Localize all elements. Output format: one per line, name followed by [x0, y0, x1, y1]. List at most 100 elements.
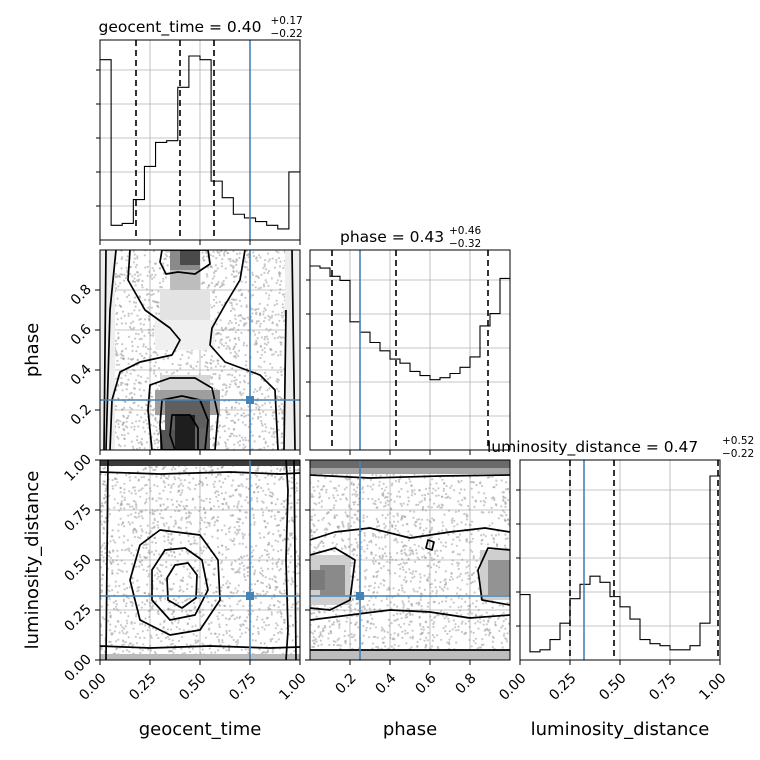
sample-point	[492, 541, 496, 544]
sample-point	[374, 635, 377, 638]
sample-point	[229, 605, 232, 608]
sample-point	[289, 506, 292, 510]
sample-point	[172, 371, 175, 374]
sample-point	[374, 560, 377, 563]
sample-point	[174, 619, 177, 622]
sample-point	[233, 299, 236, 302]
sample-point	[256, 469, 259, 472]
sample-point	[216, 635, 219, 639]
sample-point	[159, 623, 162, 626]
sample-point	[278, 319, 281, 322]
sample-point	[139, 651, 142, 655]
sample-point	[279, 519, 282, 522]
sample-point	[397, 520, 400, 523]
sample-point	[218, 300, 221, 303]
sample-point	[188, 511, 191, 515]
sample-point	[179, 527, 182, 530]
sample-point	[431, 590, 434, 593]
sample-point	[171, 587, 174, 591]
sample-point	[414, 520, 417, 524]
sample-point	[134, 280, 137, 283]
sample-point	[264, 308, 267, 312]
sample-point	[317, 545, 320, 548]
sample-point	[270, 611, 273, 614]
sample-point	[461, 558, 464, 561]
sample-point	[345, 497, 348, 500]
sample-point	[206, 368, 209, 371]
sample-point	[252, 255, 255, 258]
sample-point	[261, 514, 264, 517]
sample-point	[133, 515, 137, 519]
sample-point	[256, 337, 259, 340]
sample-point	[334, 533, 337, 536]
sample-point	[392, 587, 395, 590]
hist-step-luminosity_distance	[520, 475, 720, 653]
sample-point	[421, 494, 424, 497]
sample-point	[128, 642, 131, 646]
sample-point	[221, 568, 224, 571]
sample-point	[404, 614, 408, 617]
sample-point	[264, 440, 267, 443]
sample-point	[166, 635, 169, 639]
sample-point	[243, 555, 246, 558]
sample-point	[113, 630, 116, 633]
sample-point	[419, 622, 422, 625]
sample-point	[153, 439, 156, 442]
sample-point	[468, 610, 472, 614]
sample-point	[211, 291, 214, 294]
sample-point	[148, 511, 152, 514]
sample-point	[244, 414, 248, 417]
sample-point	[290, 502, 293, 505]
sample-point	[253, 523, 256, 526]
sample-point	[415, 549, 418, 552]
sample-point	[237, 328, 240, 331]
sample-point	[273, 304, 276, 307]
sample-point	[189, 650, 192, 653]
sample-point	[206, 596, 209, 599]
sample-point	[313, 546, 316, 549]
sample-point	[277, 354, 280, 357]
sample-point	[244, 445, 247, 448]
sample-point	[136, 358, 139, 361]
sample-point	[179, 541, 182, 544]
contour-line	[105, 250, 117, 450]
sample-point	[441, 529, 444, 532]
sample-point	[482, 623, 485, 626]
sample-point	[484, 633, 487, 636]
sample-point	[111, 559, 114, 562]
sample-point	[432, 622, 435, 626]
sample-point	[453, 489, 456, 492]
density-cell	[100, 654, 300, 660]
sample-point	[282, 603, 285, 606]
sample-point	[222, 502, 225, 506]
sample-point	[311, 645, 314, 649]
sample-point	[179, 588, 182, 591]
sample-point	[225, 503, 228, 506]
sample-point	[127, 335, 131, 338]
sample-point	[500, 505, 503, 508]
sample-point	[200, 516, 203, 520]
sample-point	[209, 497, 212, 501]
sample-point	[235, 533, 238, 536]
sample-point	[263, 347, 266, 350]
sample-point	[396, 495, 399, 498]
sample-point	[256, 390, 259, 393]
sample-point	[134, 511, 137, 514]
sample-point	[127, 314, 130, 317]
sample-point	[282, 478, 285, 481]
sample-point	[241, 392, 245, 395]
sample-point	[118, 426, 121, 429]
sample-point	[144, 419, 147, 422]
sample-point	[179, 367, 182, 370]
sample-point	[200, 499, 203, 502]
sample-point	[132, 250, 135, 253]
sample-point	[256, 500, 259, 503]
sample-point	[257, 307, 260, 311]
sample-point	[140, 283, 144, 287]
sample-point	[147, 648, 150, 651]
sample-point	[233, 308, 236, 311]
sample-point	[164, 276, 168, 279]
sample-point	[397, 478, 400, 481]
sample-point	[141, 559, 144, 562]
sample-point	[240, 414, 243, 417]
